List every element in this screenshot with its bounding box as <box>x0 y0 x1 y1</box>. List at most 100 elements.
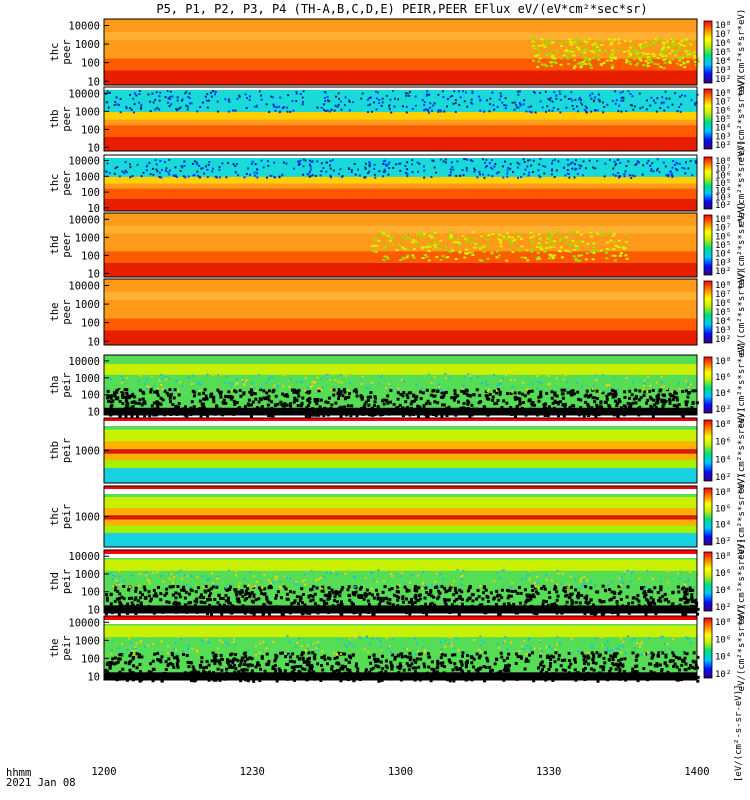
noise-pixel <box>405 588 409 592</box>
green-patch-pixel <box>634 64 638 67</box>
speckle-pixel <box>684 380 687 383</box>
speckle-pixel <box>148 582 151 585</box>
noise-pixel <box>406 655 410 659</box>
speckle-pixel <box>353 576 356 579</box>
noise-pixel <box>452 679 456 683</box>
noise-pixel <box>463 100 466 103</box>
colorbar-tick-label: 10⁷ <box>715 98 731 108</box>
noise-pixel <box>117 104 120 107</box>
speckle-pixel <box>235 378 238 381</box>
speckle-pixel <box>623 570 626 573</box>
noise-pixel <box>258 90 261 93</box>
green-patch-pixel <box>437 242 441 245</box>
noise-pixel <box>612 653 616 657</box>
noise-pixel <box>368 165 371 168</box>
noise-pixel <box>564 594 568 598</box>
noise-pixel <box>299 595 303 599</box>
noise-pixel <box>584 600 588 604</box>
noise-pixel <box>119 111 122 114</box>
noise-pixel <box>694 389 698 393</box>
y-tick-label: 10000 <box>68 214 100 226</box>
noise-pixel <box>125 388 129 392</box>
noise-pixel <box>406 172 409 175</box>
noise-pixel <box>442 394 446 398</box>
noise-pixel <box>174 596 178 600</box>
noise-pixel <box>591 92 594 95</box>
orange-band <box>104 507 697 516</box>
noise-pixel <box>516 90 519 93</box>
noise-pixel <box>615 404 619 408</box>
noise-pixel <box>675 665 679 669</box>
noise-pixel <box>339 414 343 418</box>
green-patch-pixel <box>572 67 576 70</box>
noise-pixel <box>608 392 612 396</box>
green-patch-pixel <box>659 53 663 56</box>
green-patch-pixel <box>574 38 578 41</box>
noise-pixel <box>372 653 376 657</box>
noise-pixel <box>330 667 334 671</box>
speckle-pixel <box>112 573 115 576</box>
noise-pixel <box>578 98 581 101</box>
colorbar-tick-label: 10² <box>715 267 731 277</box>
speckle-pixel <box>211 373 214 376</box>
noise-pixel <box>328 100 331 103</box>
noise-pixel <box>409 402 413 406</box>
speckle-pixel <box>646 390 649 393</box>
noise-pixel <box>693 666 697 670</box>
noise-pixel <box>374 90 377 93</box>
noise-pixel <box>501 101 504 104</box>
noise-pixel <box>669 394 673 398</box>
noise-pixel <box>254 598 258 602</box>
noise-pixel <box>603 175 606 178</box>
noise-pixel <box>498 593 502 597</box>
noise-pixel <box>283 394 287 398</box>
green-patch-pixel <box>606 241 610 244</box>
green-patch-pixel <box>401 236 405 239</box>
noise-pixel <box>651 162 654 165</box>
green-patch-pixel <box>530 250 534 253</box>
noise-pixel <box>507 594 511 598</box>
green-patch-pixel <box>520 245 524 248</box>
speckle-pixel <box>311 641 314 644</box>
noise-pixel <box>176 657 180 661</box>
noise-pixel <box>262 396 266 400</box>
noise-pixel <box>451 94 454 97</box>
speckle-pixel <box>589 581 592 584</box>
noise-pixel <box>151 667 155 671</box>
green-patch-pixel <box>610 66 614 69</box>
speckle-pixel <box>289 577 292 580</box>
speckle-pixel <box>304 583 307 586</box>
green-patch-pixel <box>613 254 617 257</box>
noise-pixel <box>414 95 417 98</box>
noise-pixel <box>662 101 665 104</box>
noise-pixel <box>334 592 338 596</box>
noise-pixel <box>115 390 119 394</box>
noise-pixel <box>332 169 335 172</box>
noise-pixel <box>632 397 636 401</box>
noise-pixel <box>369 667 373 671</box>
noise-pixel <box>296 404 300 408</box>
noise-pixel <box>426 399 430 403</box>
spectrogram-image <box>104 87 699 151</box>
noise-pixel <box>532 90 535 93</box>
noise-pixel <box>583 612 587 616</box>
colorbar <box>703 280 713 344</box>
low-energy-band <box>104 262 697 277</box>
noise-pixel <box>386 394 390 398</box>
speckle-pixel <box>587 652 590 655</box>
green-patch-pixel <box>535 46 539 49</box>
noise-pixel <box>385 399 389 403</box>
noise-pixel <box>180 99 183 102</box>
speckle-pixel <box>341 569 344 572</box>
noise-pixel <box>232 163 235 166</box>
noise-pixel <box>165 591 169 595</box>
speckle-pixel <box>590 646 593 649</box>
speckle-pixel <box>608 386 611 389</box>
noise-pixel <box>130 414 134 418</box>
noise-pixel <box>122 597 126 601</box>
green-patch-pixel <box>577 48 581 51</box>
noise-pixel <box>397 162 400 165</box>
noise-pixel <box>641 173 644 176</box>
green-patch-pixel <box>583 59 587 62</box>
speckle-pixel <box>227 643 230 646</box>
